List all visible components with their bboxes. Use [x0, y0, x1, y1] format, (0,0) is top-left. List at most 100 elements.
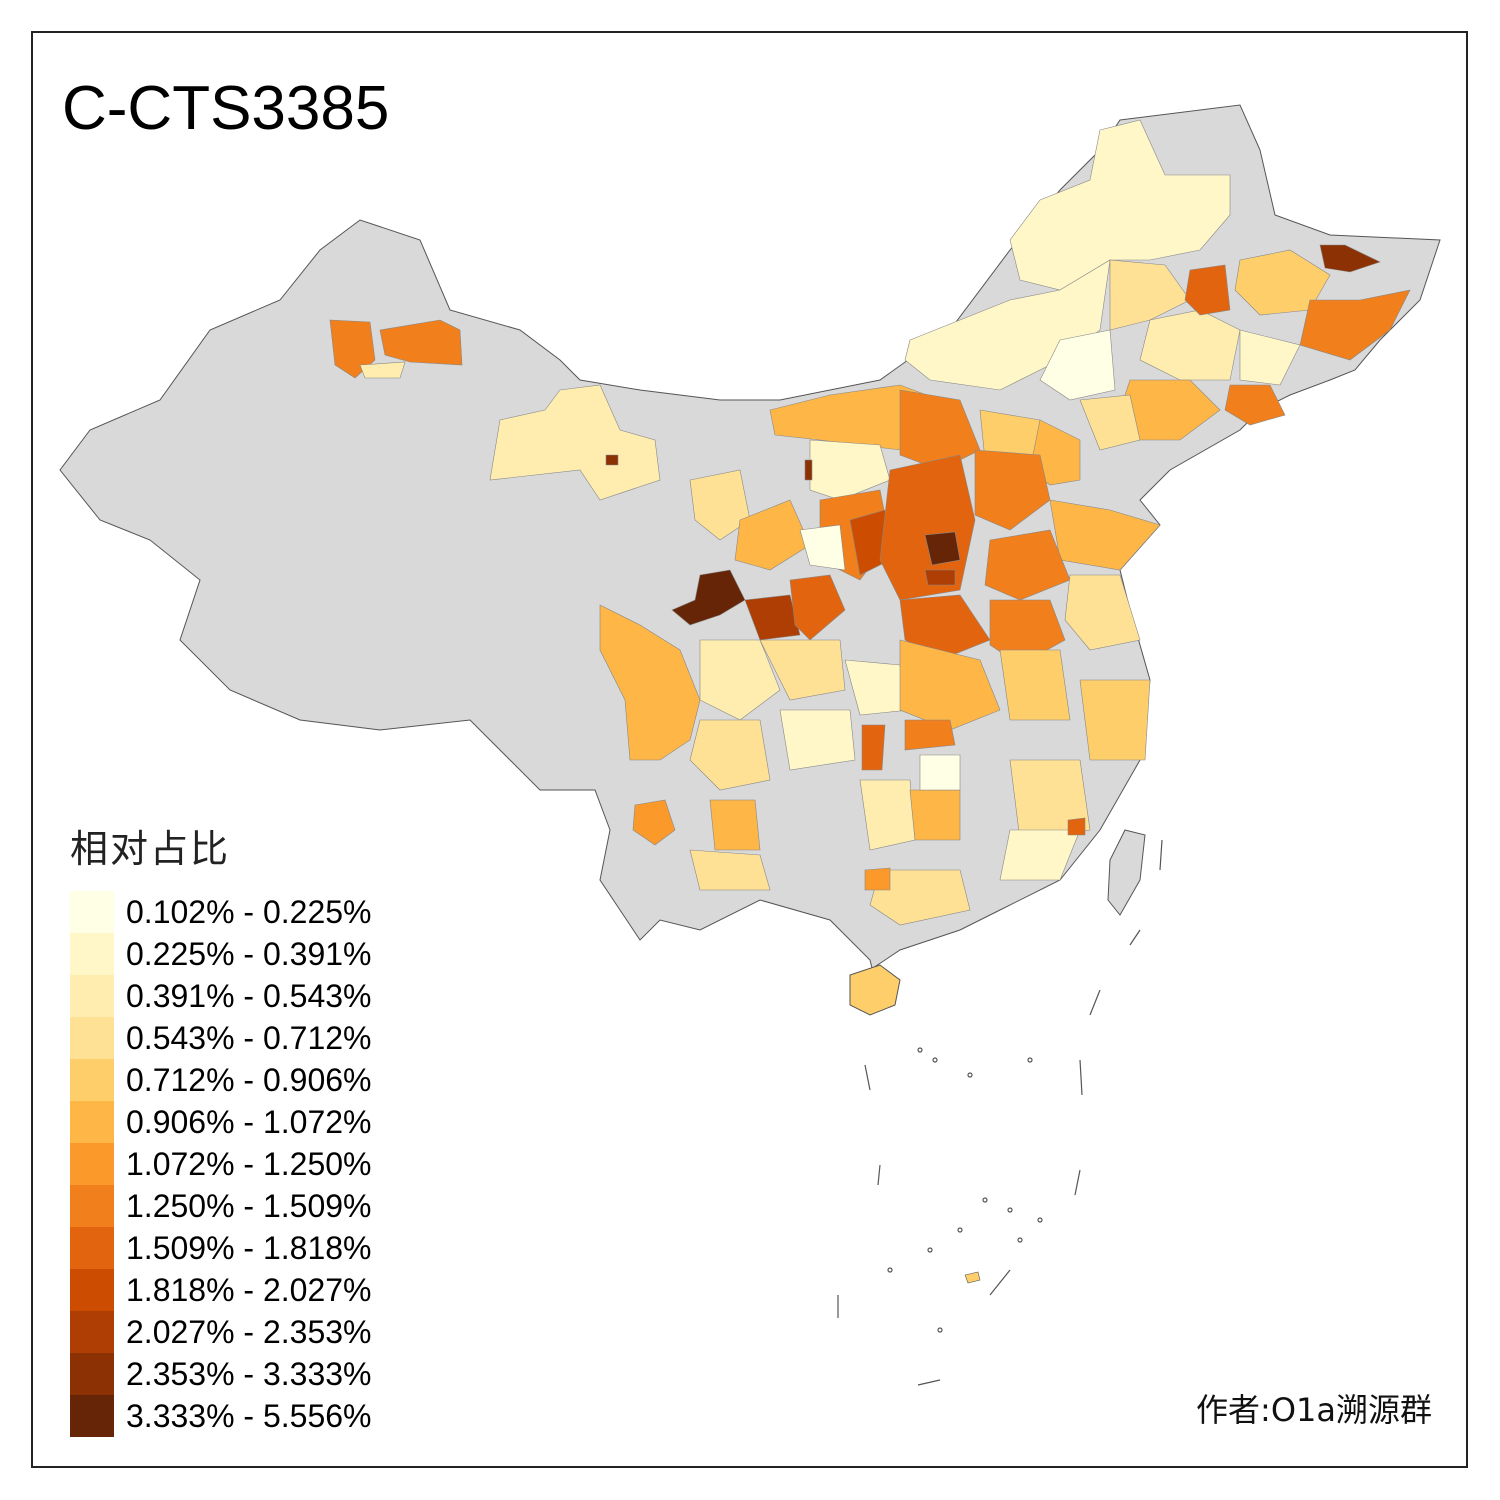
region	[909, 789, 961, 841]
legend-label: 0.712% - 0.906%	[126, 1061, 372, 1098]
legend-item: 1.072% - 1.250%	[70, 1143, 372, 1185]
region	[789, 574, 846, 641]
region	[699, 639, 781, 721]
region	[599, 604, 701, 761]
legend-item: 0.102% - 0.225%	[70, 891, 372, 933]
region	[779, 709, 856, 771]
legend-title: 相对占比	[70, 827, 231, 871]
region-group	[769, 384, 1081, 501]
region	[359, 361, 406, 379]
region	[1079, 679, 1151, 761]
legend-label: 0.543% - 0.712%	[126, 1019, 372, 1056]
region	[1064, 574, 1141, 651]
region	[379, 319, 463, 366]
legend-swatch	[70, 1395, 114, 1437]
legend-label: 0.391% - 0.543%	[126, 977, 372, 1014]
map-title: C-CTS3385	[62, 74, 390, 143]
legend-swatch	[70, 1017, 114, 1059]
legend-label: 1.250% - 1.509%	[126, 1187, 372, 1224]
legend-item: 2.027% - 2.353%	[70, 1311, 372, 1353]
region	[984, 529, 1071, 601]
region	[1109, 259, 1191, 331]
region	[671, 569, 746, 626]
legend-label: 2.353% - 3.333%	[126, 1355, 372, 1392]
legend-item: 3.333% - 5.556%	[70, 1395, 372, 1437]
region	[1319, 244, 1381, 273]
author-credit: 作者:O1a溯源群	[1196, 1391, 1432, 1429]
region	[1239, 329, 1301, 386]
region	[709, 799, 761, 851]
region	[904, 719, 956, 751]
region	[924, 569, 956, 586]
region	[759, 639, 846, 701]
legend-item: 1.818% - 2.027%	[70, 1269, 372, 1311]
island	[964, 1271, 981, 1284]
legend-swatch	[70, 891, 114, 933]
legend-label: 1.818% - 2.027%	[126, 1271, 372, 1308]
south-china-sea-islands	[837, 839, 1163, 1386]
region	[489, 384, 661, 501]
region	[1067, 817, 1086, 836]
region	[1039, 329, 1116, 401]
legend-swatch	[70, 1143, 114, 1185]
region	[734, 499, 811, 571]
region	[1049, 499, 1161, 571]
region-group	[879, 449, 1161, 666]
region	[632, 799, 676, 846]
legend-label: 1.072% - 1.250%	[126, 1145, 372, 1182]
region	[869, 869, 971, 926]
legend-label: 3.333% - 5.556%	[126, 1397, 372, 1434]
legend-item: 0.225% - 0.391%	[70, 933, 372, 975]
legend-label: 1.509% - 1.818%	[126, 1229, 372, 1266]
region	[924, 531, 961, 566]
legend-swatch	[70, 1185, 114, 1227]
legend-swatch	[70, 1311, 114, 1353]
region	[1009, 119, 1231, 291]
taiwan-island	[1107, 829, 1146, 916]
region	[689, 719, 771, 791]
region	[859, 779, 916, 851]
region	[899, 594, 991, 661]
legend-swatch	[70, 933, 114, 975]
map-frame	[31, 31, 1468, 1468]
region	[744, 594, 801, 641]
region	[974, 449, 1051, 531]
region	[919, 754, 961, 791]
legend-item: 0.906% - 1.072%	[70, 1101, 372, 1143]
legend-swatch	[70, 1101, 114, 1143]
legend-item: 1.509% - 1.818%	[70, 1227, 372, 1269]
legend-item: 0.543% - 0.712%	[70, 1017, 372, 1059]
region	[879, 454, 976, 601]
legend-swatch	[70, 1059, 114, 1101]
region	[1079, 394, 1141, 451]
legend-item: 1.250% - 1.509%	[70, 1185, 372, 1227]
region	[804, 459, 813, 481]
region	[999, 649, 1071, 721]
legend-label: 0.906% - 1.072%	[126, 1103, 372, 1140]
region	[799, 524, 846, 571]
region	[1184, 264, 1231, 316]
region	[689, 469, 751, 541]
legend: 相对占比 0.102% - 0.225% 0.225% - 0.391% 0.391…	[70, 818, 372, 1437]
region	[1224, 384, 1286, 426]
region-group	[329, 319, 661, 501]
legend-swatch	[70, 1269, 114, 1311]
region-group	[599, 604, 1071, 791]
legend-swatch	[70, 1227, 114, 1269]
hainan-island	[849, 964, 901, 1016]
legend-item: 0.391% - 0.543%	[70, 975, 372, 1017]
region	[861, 724, 886, 771]
legend-item: 0.712% - 0.906%	[70, 1059, 372, 1101]
legend-rows: 0.102% - 0.225% 0.225% - 0.391% 0.391% - 0…	[70, 891, 372, 1437]
region	[689, 849, 771, 891]
region	[605, 454, 619, 466]
legend-item: 2.353% - 3.333%	[70, 1353, 372, 1395]
region	[999, 829, 1081, 881]
region-group	[904, 119, 1411, 451]
region	[809, 439, 891, 501]
legend-label: 2.027% - 2.353%	[126, 1313, 372, 1350]
legend-label: 0.102% - 0.225%	[126, 893, 372, 930]
legend-label: 0.225% - 0.391%	[126, 935, 372, 972]
legend-swatch	[70, 975, 114, 1017]
